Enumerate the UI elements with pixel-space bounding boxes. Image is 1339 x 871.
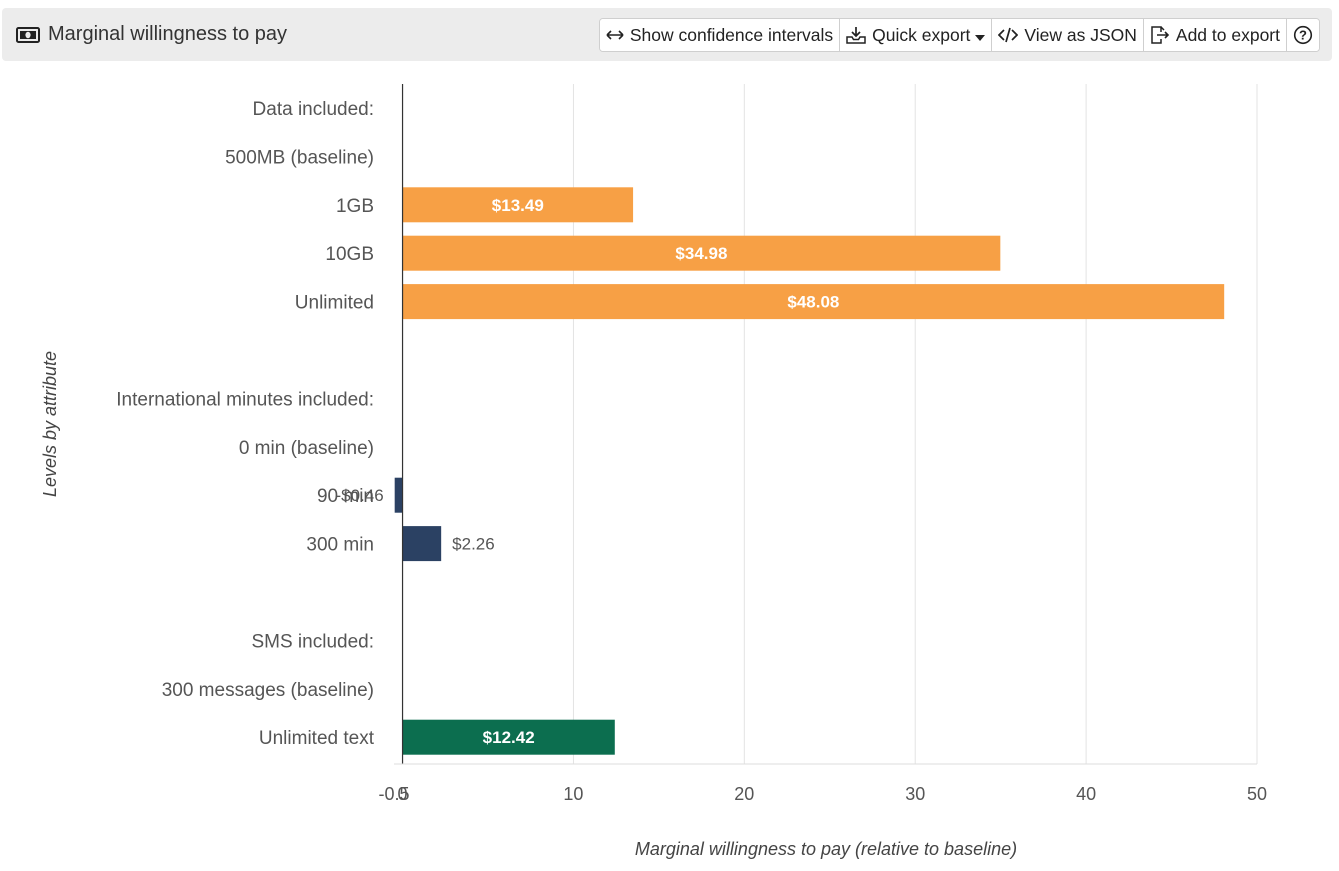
attribute-header-label: Data included: — [253, 99, 374, 120]
help-icon: ? — [1293, 25, 1313, 45]
level-label: 90 min — [317, 486, 374, 507]
bar[interactable] — [402, 187, 634, 223]
y-axis-labels: Data included: 500MB (baseline) 1GB 10GB Unl… — [116, 99, 374, 749]
attribute-header-label: SMS included: — [251, 631, 374, 652]
bar[interactable] — [402, 284, 1225, 320]
data-label: $2.26 — [452, 535, 495, 554]
show-confidence-intervals-label: Show confidence intervals — [629, 24, 834, 45]
x-tick-label: 50 — [1247, 784, 1267, 804]
x-axis-ticks: -0.50 10 20 30 40 50 — [378, 784, 1267, 804]
money-icon — [16, 26, 40, 43]
svg-text:?: ? — [1299, 28, 1307, 43]
data-label: $48.08 — [787, 293, 839, 312]
bar[interactable] — [402, 235, 1001, 271]
quick-export-label: Quick export — [872, 24, 971, 45]
bar-chart: -0.50 10 20 30 40 50 Data included: 500MB (bas… — [40, 84, 1267, 859]
level-label: Unlimited text — [259, 728, 375, 749]
x-tick-label: 20 — [734, 784, 754, 804]
data-label: $13.49 — [492, 196, 544, 215]
download-tray-icon — [846, 26, 866, 44]
x-tick-label: -0.5 — [378, 784, 409, 804]
level-label: 300 min — [306, 535, 374, 556]
bar[interactable] — [402, 719, 615, 755]
y-axis-title: Levels by attribute — [40, 351, 60, 497]
arrows-horizontal-icon — [606, 29, 624, 41]
x-axis-title: Marginal willingness to pay (relative to… — [635, 839, 1017, 859]
data-label: $34.98 — [675, 244, 727, 263]
level-label: 1GB — [336, 196, 374, 217]
view-as-json-label: View as JSON — [1024, 24, 1137, 45]
data-label: $12.42 — [483, 728, 535, 747]
level-label: 300 messages (baseline) — [162, 680, 374, 701]
quick-export-button[interactable]: Quick export — [840, 19, 993, 51]
level-label: 0 min (baseline) — [239, 438, 374, 459]
show-confidence-intervals-button[interactable]: Show confidence intervals — [599, 19, 841, 51]
bars — [394, 187, 1225, 755]
chart-header: Marginal willingness to pay Show confide… — [2, 8, 1332, 61]
title-wrap: Marginal willingness to pay — [16, 23, 287, 46]
bar[interactable] — [402, 526, 442, 562]
bar[interactable] — [394, 477, 403, 513]
grid — [572, 84, 1258, 764]
code-icon — [998, 27, 1019, 43]
attribute-header-label: International minutes included: — [116, 389, 374, 410]
data-label: -$0.46 — [335, 486, 383, 505]
view-as-json-button[interactable]: View as JSON — [992, 19, 1144, 51]
file-export-icon — [1150, 26, 1170, 44]
data-labels: $13.49 $34.98 $48.08 -$0.46 $2.26 $12.42 — [335, 196, 839, 747]
level-label: Unlimited — [295, 293, 374, 314]
page-title: Marginal willingness to pay — [48, 23, 288, 45]
x-tick-label: 0 — [398, 784, 408, 804]
toolbar: Show confidence intervals Quick export V… — [598, 18, 1320, 52]
level-label: 10GB — [325, 244, 374, 265]
help-button[interactable]: ? — [1287, 19, 1319, 51]
x-tick-label: 40 — [1076, 784, 1096, 804]
add-to-export-button[interactable]: Add to export — [1143, 19, 1287, 51]
x-tick-label: 10 — [563, 784, 583, 804]
caret-down-icon — [975, 25, 986, 46]
x-tick-label: 30 — [905, 784, 925, 804]
add-to-export-label: Add to export — [1175, 24, 1280, 45]
level-label: 500MB (baseline) — [225, 147, 374, 168]
